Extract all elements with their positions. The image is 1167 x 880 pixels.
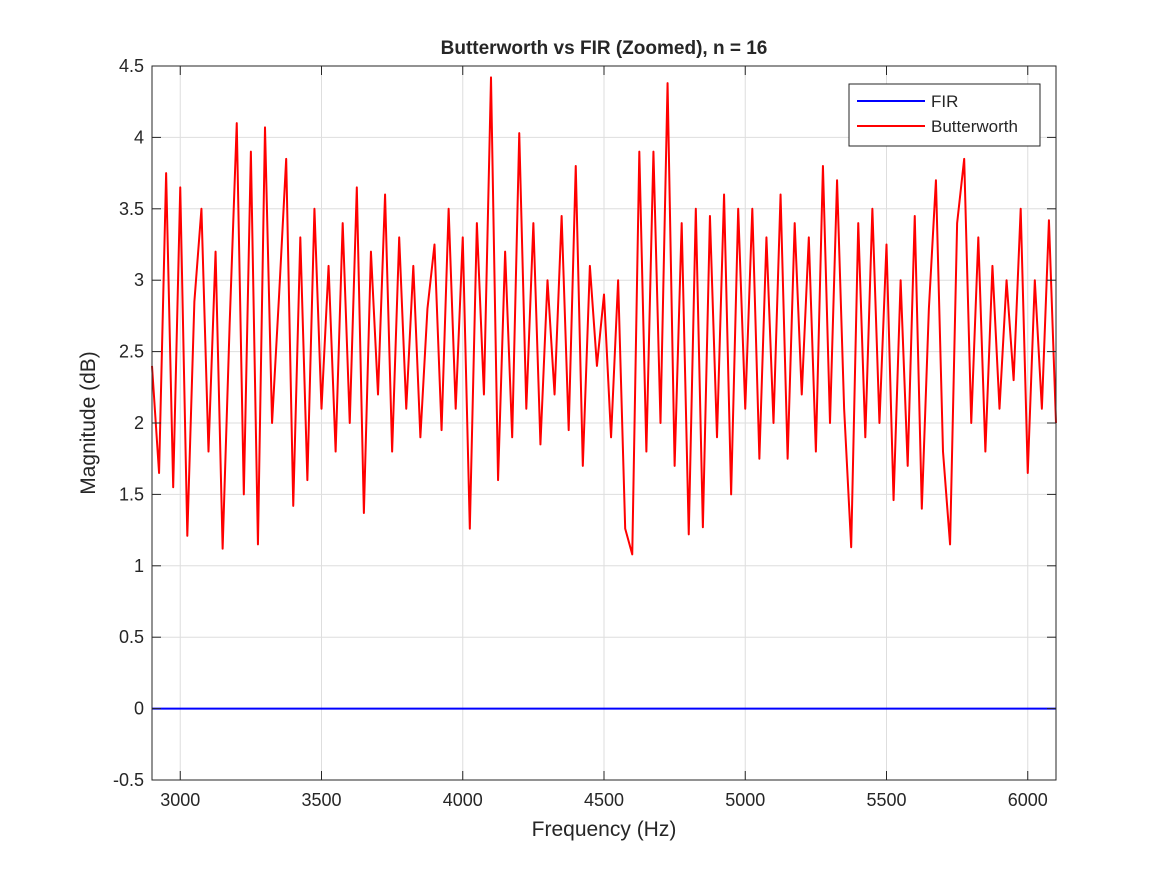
legend-box (848, 83, 1041, 147)
x-axis-label: Frequency (Hz) (532, 818, 677, 841)
series-line (151, 76, 1057, 556)
y-tick-label: 1 (134, 556, 144, 576)
y-tick-label: 2 (134, 413, 144, 433)
chart-title: Butterworth vs FIR (Zoomed), n = 16 (441, 38, 768, 59)
y-tick-label: 0.5 (119, 627, 144, 647)
ticks: 3000 3500 4000 4500 5000 5500 6000 -0.5 0 0.5 1 1.5… (113, 56, 1056, 810)
x-tick-label: 3000 (160, 790, 200, 810)
y-tick-label: 2.5 (119, 342, 144, 362)
y-tick-label: -0.5 (113, 770, 144, 790)
y-tick-label: 1.5 (119, 484, 144, 504)
y-tick-label: 4 (134, 127, 144, 147)
x-tick-label: 5000 (725, 790, 765, 810)
x-tick-label: 3500 (301, 790, 341, 810)
y-tick-label: 3.5 (119, 199, 144, 219)
x-tick-label: 5500 (866, 790, 906, 810)
lines (151, 76, 1057, 710)
x-tick-label: 4500 (584, 790, 624, 810)
legend-label: Butterworth (931, 117, 1018, 136)
y-tick-label: 0 (134, 699, 144, 719)
y-tick-label: 4.5 (119, 56, 144, 76)
y-tick-label: 3 (134, 270, 144, 290)
legend-label: FIR (931, 92, 958, 111)
x-tick-label: 6000 (1008, 790, 1048, 810)
legend: FIR Butterworth (848, 83, 1041, 147)
x-tick-label: 4000 (443, 790, 483, 810)
y-axis-label: Magnitude (dB) (77, 351, 100, 495)
